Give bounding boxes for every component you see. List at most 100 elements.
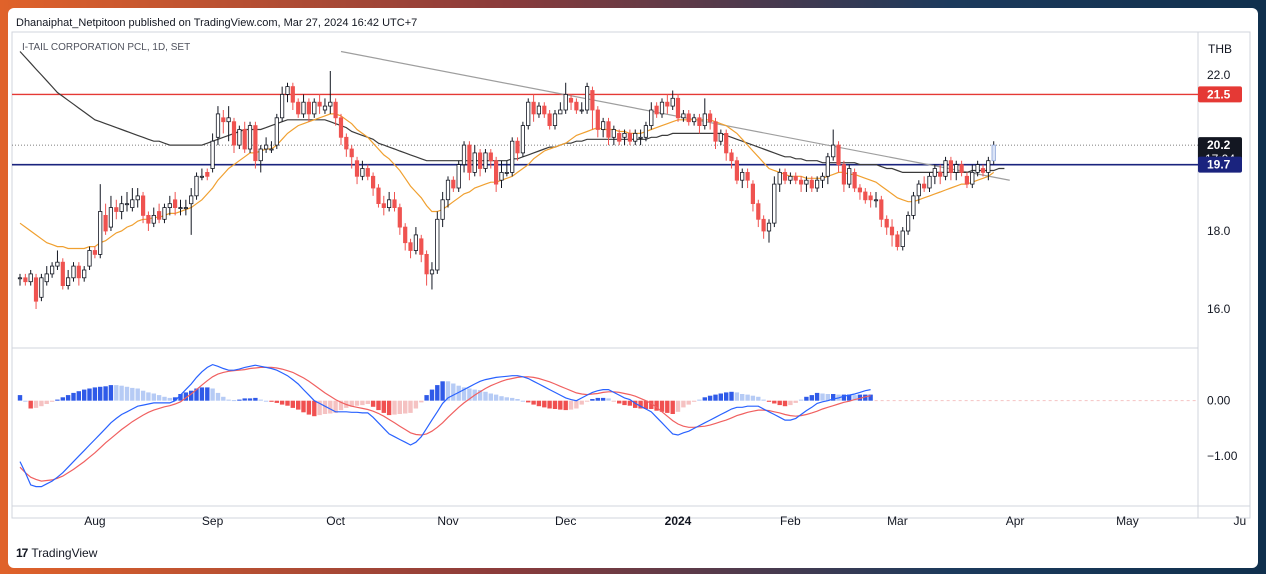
support-badge-label: 19.7	[1207, 158, 1231, 172]
candle	[381, 195, 386, 216]
candle	[247, 121, 253, 153]
macd-tick-label: 0.00	[1207, 394, 1231, 408]
macd-hist-bar	[376, 400, 381, 411]
macd-hist-bar	[135, 388, 140, 401]
publisher-caption: Dhanaiphat_Netpitoon published on Tradin…	[16, 17, 418, 29]
candle-body	[183, 207, 188, 210]
candle	[959, 160, 964, 177]
candle-body	[970, 171, 975, 185]
macd-hist-bar	[322, 400, 328, 414]
candle-body	[119, 203, 124, 212]
candle	[205, 168, 210, 181]
candle	[338, 113, 344, 146]
candle-body	[499, 171, 504, 181]
macd-hist-bar	[151, 393, 156, 401]
candle-body	[670, 97, 675, 107]
candle-body	[124, 203, 130, 206]
candle-body	[33, 277, 39, 302]
macd-hist-bar	[852, 395, 857, 401]
currency-label[interactable]: THB	[1208, 42, 1232, 56]
candle	[344, 133, 349, 157]
time-axis-ticks: Aug Sep Oct Nov Dec 2024 Feb Mar Apr May Ju	[84, 514, 1246, 528]
candle-body	[531, 101, 536, 115]
candle	[397, 203, 402, 235]
candle-body	[750, 183, 756, 205]
candle-body	[435, 218, 440, 271]
candle	[451, 176, 456, 192]
candle	[643, 121, 649, 142]
macd-hist-bar	[563, 400, 568, 411]
candle	[504, 160, 509, 177]
macd-hist-bar	[269, 400, 274, 402]
macd-hist-bar	[493, 394, 499, 401]
macd-hist-bar	[71, 392, 76, 401]
candle-body	[397, 207, 402, 228]
candle-body	[568, 97, 574, 103]
macd-hist-bar	[205, 387, 210, 401]
macd-hist-bar	[547, 400, 552, 409]
candle-body	[638, 136, 643, 139]
candle-body	[135, 195, 140, 201]
candle	[194, 172, 199, 200]
candle-body	[948, 160, 954, 173]
candle	[938, 164, 943, 185]
candle	[964, 172, 970, 189]
candle	[435, 211, 440, 274]
candle-body	[686, 113, 691, 123]
candle	[140, 191, 146, 224]
candle	[413, 227, 419, 255]
candle	[360, 160, 365, 181]
candle-body	[857, 187, 863, 193]
candle	[221, 110, 226, 134]
tradingview-logo[interactable]: 17 TradingView	[16, 546, 97, 560]
macd-hist-bar	[189, 390, 194, 401]
chart-canvas[interactable]: I-TAIL CORPORATION PCL, 1D, SET THB 22.0…	[8, 8, 1258, 568]
candle	[103, 203, 108, 235]
candle-body	[156, 211, 162, 220]
candle	[772, 176, 777, 228]
time-tick-label: Ju	[1233, 514, 1246, 528]
macd-hist-bar	[360, 400, 365, 406]
candle	[242, 121, 247, 153]
macd-hist-bar	[279, 400, 285, 405]
macd-hist-bar	[686, 400, 691, 405]
macd-hist-bar	[574, 400, 579, 409]
macd-hist-bar	[221, 396, 226, 401]
macd-hist-bar	[242, 398, 247, 401]
horizontal-lines	[12, 93, 1198, 166]
candle-body	[536, 105, 542, 115]
candle-body	[167, 203, 172, 208]
candle	[440, 191, 445, 228]
candle-body	[922, 183, 927, 189]
candle	[108, 195, 113, 231]
candle	[445, 176, 451, 208]
macd-hist-bar	[659, 400, 665, 412]
macd-hist-bar	[429, 389, 435, 401]
macd-hist-bar	[146, 392, 151, 401]
candle-body	[563, 94, 568, 111]
price-tick-label: 16.0	[1207, 302, 1231, 316]
candle-body	[879, 199, 884, 220]
candle	[943, 156, 948, 181]
candle	[713, 117, 718, 150]
macd-axis-ticks: 0.00 −1.00	[1207, 394, 1238, 463]
candle	[852, 168, 857, 192]
candle	[424, 250, 429, 286]
candle-body	[574, 101, 579, 111]
macd-hist-bar	[317, 400, 322, 416]
candle-body	[258, 148, 263, 162]
macd-hist-bar	[381, 400, 386, 413]
macd-hist-bar	[386, 400, 392, 416]
macd-hist-bar	[558, 400, 563, 410]
candle	[585, 82, 590, 114]
price-tick-label: 22.0	[1207, 68, 1231, 82]
macd-hist-bar	[258, 399, 263, 401]
candle-body	[504, 171, 509, 174]
macd-hist-bar	[499, 396, 504, 401]
candle-body	[782, 171, 788, 181]
candle	[745, 168, 750, 189]
candle	[151, 207, 156, 228]
candle-body	[815, 179, 820, 189]
ema-short-line	[19, 113, 995, 250]
candle	[681, 110, 686, 122]
